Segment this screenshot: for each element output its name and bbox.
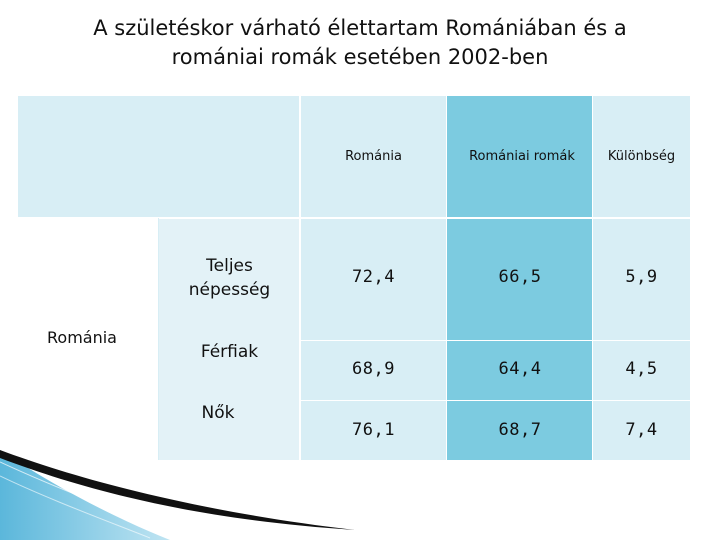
header-cell-romania bbox=[300, 96, 447, 218]
group-label: Románia bbox=[47, 328, 117, 347]
grid-line bbox=[300, 400, 690, 401]
value-total-roma: 66,5 bbox=[498, 267, 542, 287]
swoosh-stripe bbox=[0, 461, 191, 539]
grid-line bbox=[592, 96, 593, 460]
value-men-romania: 68,9 bbox=[352, 359, 395, 379]
value-total-romania: 72,4 bbox=[352, 267, 395, 287]
value-women-diff: 7,4 bbox=[625, 420, 658, 440]
slide-title: A születéskor várható élettartam Romániá… bbox=[0, 14, 720, 72]
row-label-men: Férfiak bbox=[200, 342, 259, 362]
header-corner-cell bbox=[18, 96, 300, 218]
row-label-women: Nők bbox=[201, 403, 235, 423]
swoosh-stripe bbox=[0, 475, 151, 539]
grid-line bbox=[299, 96, 301, 460]
swoosh-fill bbox=[0, 450, 170, 540]
column-header-romania: Románia bbox=[345, 149, 402, 164]
column-header-difference: Különbség bbox=[607, 149, 676, 164]
title-line-2: romániai romák esetében 2002-ben bbox=[171, 45, 549, 69]
header-cell-diff bbox=[593, 96, 690, 218]
value-women-romania: 76,1 bbox=[352, 420, 395, 440]
grid-line bbox=[18, 217, 690, 219]
value-women-roma: 68,7 bbox=[498, 420, 542, 440]
grid-line bbox=[158, 218, 159, 460]
grid-line bbox=[446, 96, 447, 460]
header-cell-roma bbox=[447, 96, 593, 218]
column-header-roma: Romániai romák bbox=[469, 149, 575, 164]
grid-line bbox=[300, 340, 690, 341]
values-diff-column bbox=[593, 218, 690, 460]
values-romania-column bbox=[300, 218, 447, 460]
decorative-swoosh bbox=[0, 450, 355, 540]
value-total-diff: 5,9 bbox=[625, 267, 658, 287]
row-label-total: Teljes népesség bbox=[188, 256, 271, 300]
value-men-roma: 64,4 bbox=[498, 359, 542, 379]
values-roma-column bbox=[447, 218, 593, 460]
title-line-1: A születéskor várható élettartam Romániá… bbox=[93, 16, 627, 40]
value-men-diff: 4,5 bbox=[625, 359, 658, 379]
group-label-cell bbox=[18, 218, 159, 460]
row-label-column bbox=[159, 218, 300, 460]
